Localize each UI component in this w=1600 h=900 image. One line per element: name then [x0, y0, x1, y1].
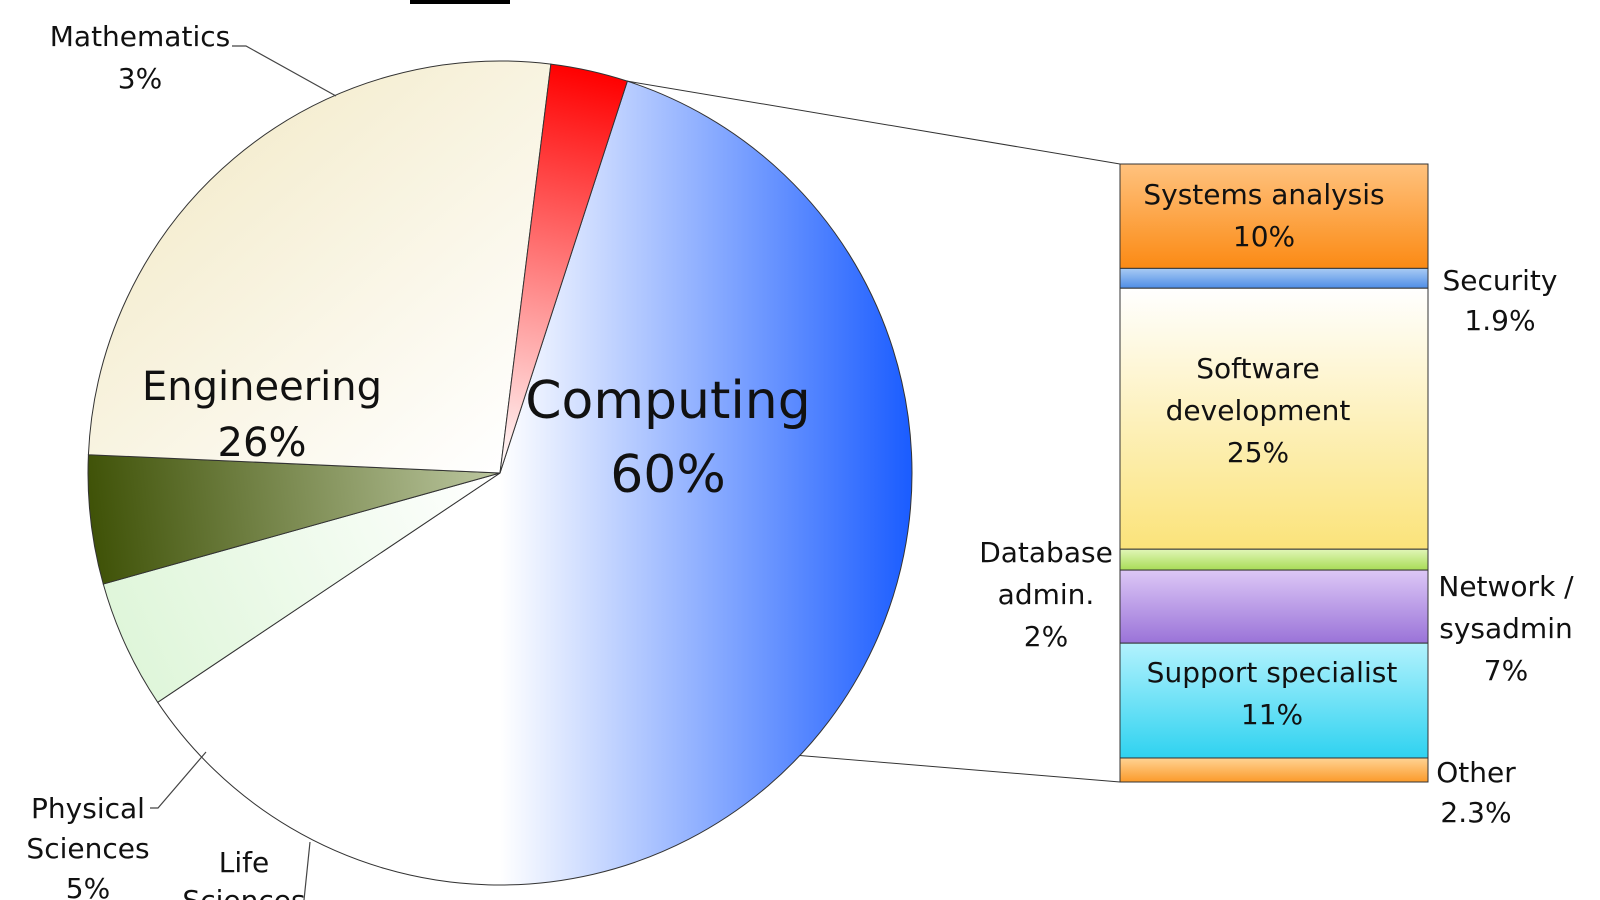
value-database-admin: 2% [1024, 620, 1068, 653]
label-physical-sciences: Physical Sciences [26, 792, 149, 865]
value-mathematics: 3% [118, 62, 162, 95]
label-systems-analysis: Systems analysis [1143, 178, 1384, 211]
pie-slice-computing [157, 80, 913, 886]
label-other: Other [1436, 756, 1516, 789]
leader-mathematics [232, 45, 337, 97]
label-computing: Computing [525, 371, 811, 431]
pie-slice-mathematics [499, 63, 628, 474]
value-network-sysadmin: 7% [1484, 654, 1528, 687]
label-software-development: Software development [1166, 352, 1351, 427]
title-underline-fragment [410, 0, 510, 4]
bar-segment-other [1119, 757, 1429, 783]
label-life-sciences: LifeSciences [182, 846, 305, 900]
bar-segment-database-admin [1119, 548, 1429, 571]
value-systems-analysis: 10% [1233, 220, 1295, 253]
leader-life-sciences [303, 841, 311, 900]
leader-lines [150, 45, 337, 900]
value-other: 2.3% [1440, 796, 1511, 829]
bar-segment-systems-analysis [1119, 163, 1429, 269]
bar-segment-security [1119, 267, 1429, 289]
pie-slice-engineering [87, 60, 552, 474]
leader-physical-sciences [150, 751, 207, 809]
value-software-development: 25% [1227, 436, 1289, 469]
bar-segment-software-development [1119, 287, 1429, 550]
value-support-specialist: 11% [1241, 698, 1303, 731]
label-engineering: Engineering [142, 364, 382, 410]
bar-segment-support-specialist [1119, 642, 1429, 759]
bar-segment-network-sysadmin [1119, 569, 1429, 644]
label-support-specialist: Support specialist [1147, 656, 1398, 689]
value-physical-sciences: 5% [66, 872, 110, 900]
connector-top [627, 80, 1121, 165]
value-computing: 60% [610, 445, 726, 505]
label-security: Security [1443, 264, 1558, 297]
label-mathematics: Mathematics [50, 20, 230, 53]
label-database-admin: Database admin. [979, 536, 1113, 611]
label-network-sysadmin: Network / sysadmin [1438, 570, 1574, 645]
value-security: 1.9% [1464, 304, 1535, 337]
breakdown-bar [1119, 163, 1429, 783]
pie [87, 60, 913, 886]
value-engineering: 26% [218, 420, 307, 466]
